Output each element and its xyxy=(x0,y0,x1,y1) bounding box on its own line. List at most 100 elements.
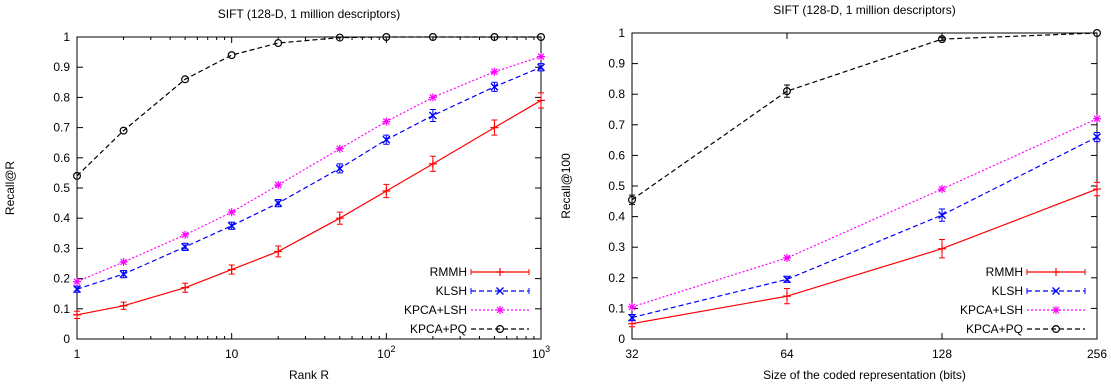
y-tick-label: 1 xyxy=(63,30,70,44)
data-point xyxy=(382,135,391,144)
x-tick-label: 10 xyxy=(225,347,239,361)
data-point xyxy=(274,247,283,256)
legend-marker xyxy=(1052,268,1060,276)
series-line xyxy=(76,66,542,290)
data-point xyxy=(181,283,190,292)
legend-entry: KPCA+PQ xyxy=(966,322,1085,336)
y-tick-label: 0.4 xyxy=(608,210,625,224)
x-axis-label: Size of the coded representation (bits) xyxy=(763,368,966,382)
data-point xyxy=(119,301,128,310)
data-point xyxy=(537,52,545,61)
data-point xyxy=(938,185,946,194)
data-point xyxy=(428,159,437,168)
data-point xyxy=(537,96,545,105)
series-line xyxy=(76,99,542,316)
data-point xyxy=(335,164,344,173)
y-axis-label: Recall@R xyxy=(3,161,17,216)
y-tick-label: 0.3 xyxy=(608,240,625,254)
data-point xyxy=(1093,133,1101,142)
data-point xyxy=(227,208,236,217)
legend-entry: KPCA+LSH xyxy=(960,303,1085,317)
data-point xyxy=(227,51,236,60)
series-line xyxy=(631,118,1098,308)
x-axis-label: Rank R xyxy=(289,368,329,382)
data-point xyxy=(428,93,437,102)
series-kpca-lsh xyxy=(73,52,545,286)
legend-label: KLSH xyxy=(992,284,1023,298)
legend-entry: RMMH xyxy=(986,265,1086,279)
data-point xyxy=(1093,185,1101,194)
y-tick-label: 0.8 xyxy=(53,90,70,104)
legend-label: RMMH xyxy=(430,265,467,279)
y-tick-label: 0.2 xyxy=(53,272,70,286)
legend-entry: KPCA+LSH xyxy=(404,303,529,317)
y-tick-label: 0.2 xyxy=(608,271,625,285)
y-tick-label: 0.9 xyxy=(53,60,70,74)
data-point xyxy=(181,230,190,239)
y-tick-label: 0 xyxy=(63,332,70,346)
data-point xyxy=(181,242,190,251)
x-tick-label: 64 xyxy=(780,347,794,361)
y-tick-label: 0.7 xyxy=(608,118,625,132)
y-axis-label: Recall@100 xyxy=(559,153,573,219)
y-tick-label: 1 xyxy=(618,26,625,40)
series-line xyxy=(631,136,1098,319)
data-point xyxy=(181,75,190,84)
legend-entry: KLSH xyxy=(992,284,1086,298)
error-bar xyxy=(939,37,945,42)
legend-marker xyxy=(1052,306,1060,314)
y-tick-label: 0.4 xyxy=(53,211,70,225)
y-tick-label: 0.1 xyxy=(608,301,625,315)
data-point xyxy=(783,292,791,301)
data-point xyxy=(1092,29,1101,38)
legend-entry: KPCA+PQ xyxy=(410,322,529,336)
data-point xyxy=(335,214,344,223)
y-tick-label: 0 xyxy=(618,332,625,346)
legend-label: KPCA+PQ xyxy=(966,322,1023,336)
series-line xyxy=(76,56,542,283)
data-point xyxy=(119,257,128,266)
legend-marker xyxy=(496,325,505,334)
data-point xyxy=(428,111,437,120)
data-point xyxy=(428,32,437,41)
legend-entry: KLSH xyxy=(436,284,530,298)
data-point xyxy=(628,313,636,322)
data-point xyxy=(73,310,81,319)
legend-marker xyxy=(1052,287,1060,295)
series-line xyxy=(631,32,1098,201)
data-point xyxy=(938,211,946,220)
series-kpca-pq xyxy=(627,29,1101,205)
error-bar xyxy=(784,84,790,98)
data-point xyxy=(274,39,283,48)
data-point xyxy=(73,285,81,294)
x-tick-label: 1 xyxy=(74,347,81,361)
data-point xyxy=(627,195,636,204)
legend-label: KPCA+PQ xyxy=(410,322,467,336)
y-tick-label: 0.7 xyxy=(53,121,70,135)
data-point xyxy=(227,265,236,274)
data-point xyxy=(382,32,391,41)
series-line xyxy=(631,188,1098,325)
data-point xyxy=(335,33,344,42)
x-tick-label: 128 xyxy=(932,347,952,361)
series-klsh xyxy=(73,63,545,294)
data-point xyxy=(490,67,499,76)
data-point xyxy=(490,32,499,41)
data-point xyxy=(490,82,499,91)
data-point xyxy=(382,187,391,196)
y-tick-label: 0.8 xyxy=(608,87,625,101)
legend-marker xyxy=(1051,325,1060,334)
data-point xyxy=(783,253,791,262)
series-kpca-pq xyxy=(72,32,545,180)
y-tick-label: 0.5 xyxy=(608,179,625,193)
legend-label: KLSH xyxy=(436,284,467,298)
legend-entry: RMMH xyxy=(430,265,530,279)
data-point xyxy=(938,244,946,253)
series-rmmh xyxy=(628,181,1101,328)
legend-marker xyxy=(496,306,504,314)
data-point xyxy=(937,35,946,44)
y-tick-label: 0.6 xyxy=(53,151,70,165)
